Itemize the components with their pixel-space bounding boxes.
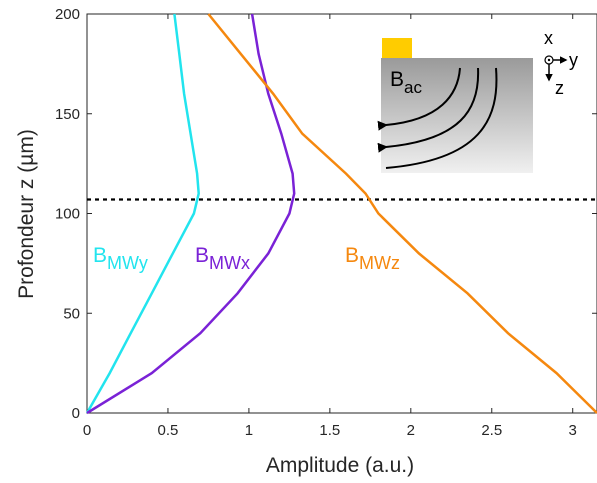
series-label-sub: MWz (359, 253, 400, 273)
inset-axis-label: z (555, 78, 564, 98)
y-tick-label: 200 (55, 6, 80, 23)
y-tick-label: 150 (55, 106, 80, 123)
inset-label: Bac (390, 68, 422, 97)
x-tick-label: 2 (407, 422, 415, 439)
y-tick-label: 0 (72, 405, 80, 422)
inset-axis-label: y (569, 50, 578, 70)
y-tick-label: 50 (63, 305, 80, 322)
series-label-sub: MWy (107, 253, 148, 273)
inset-field-line (377, 67, 461, 131)
series-label: BMWz (345, 244, 400, 273)
x-tick-label: 1 (245, 422, 253, 439)
series-label-main: B (345, 244, 359, 267)
series-label: BMWx (195, 244, 250, 273)
series-line (86, 13, 296, 415)
series-label-sub: MWx (209, 253, 250, 273)
x-tick-label: 2.5 (481, 422, 502, 439)
series-label: BMWy (93, 244, 148, 273)
inset-axis-label: x (544, 28, 553, 48)
y-tick-label: 100 (55, 206, 80, 223)
x-tick-label: 0 (83, 422, 91, 439)
x-tick-label: 3 (569, 422, 577, 439)
inset-substrate (381, 58, 533, 173)
inset-axis-x (547, 58, 551, 62)
series-line (207, 13, 597, 414)
inset-antenna (382, 38, 412, 58)
x-tick-label: 1.5 (319, 422, 340, 439)
series-line (85, 13, 200, 414)
x-tick-label: 0.5 (158, 422, 179, 439)
inset-field-line (385, 67, 498, 169)
inset-diagram: Bac x y z (377, 28, 578, 173)
inset-field-line (377, 67, 480, 153)
x-axis-label: Amplitude (a.u.) (266, 454, 414, 477)
y-axis-label: Profondeur z (µm) (15, 129, 38, 299)
series-label-main: B (195, 244, 209, 267)
series-label-main: B (93, 244, 107, 267)
